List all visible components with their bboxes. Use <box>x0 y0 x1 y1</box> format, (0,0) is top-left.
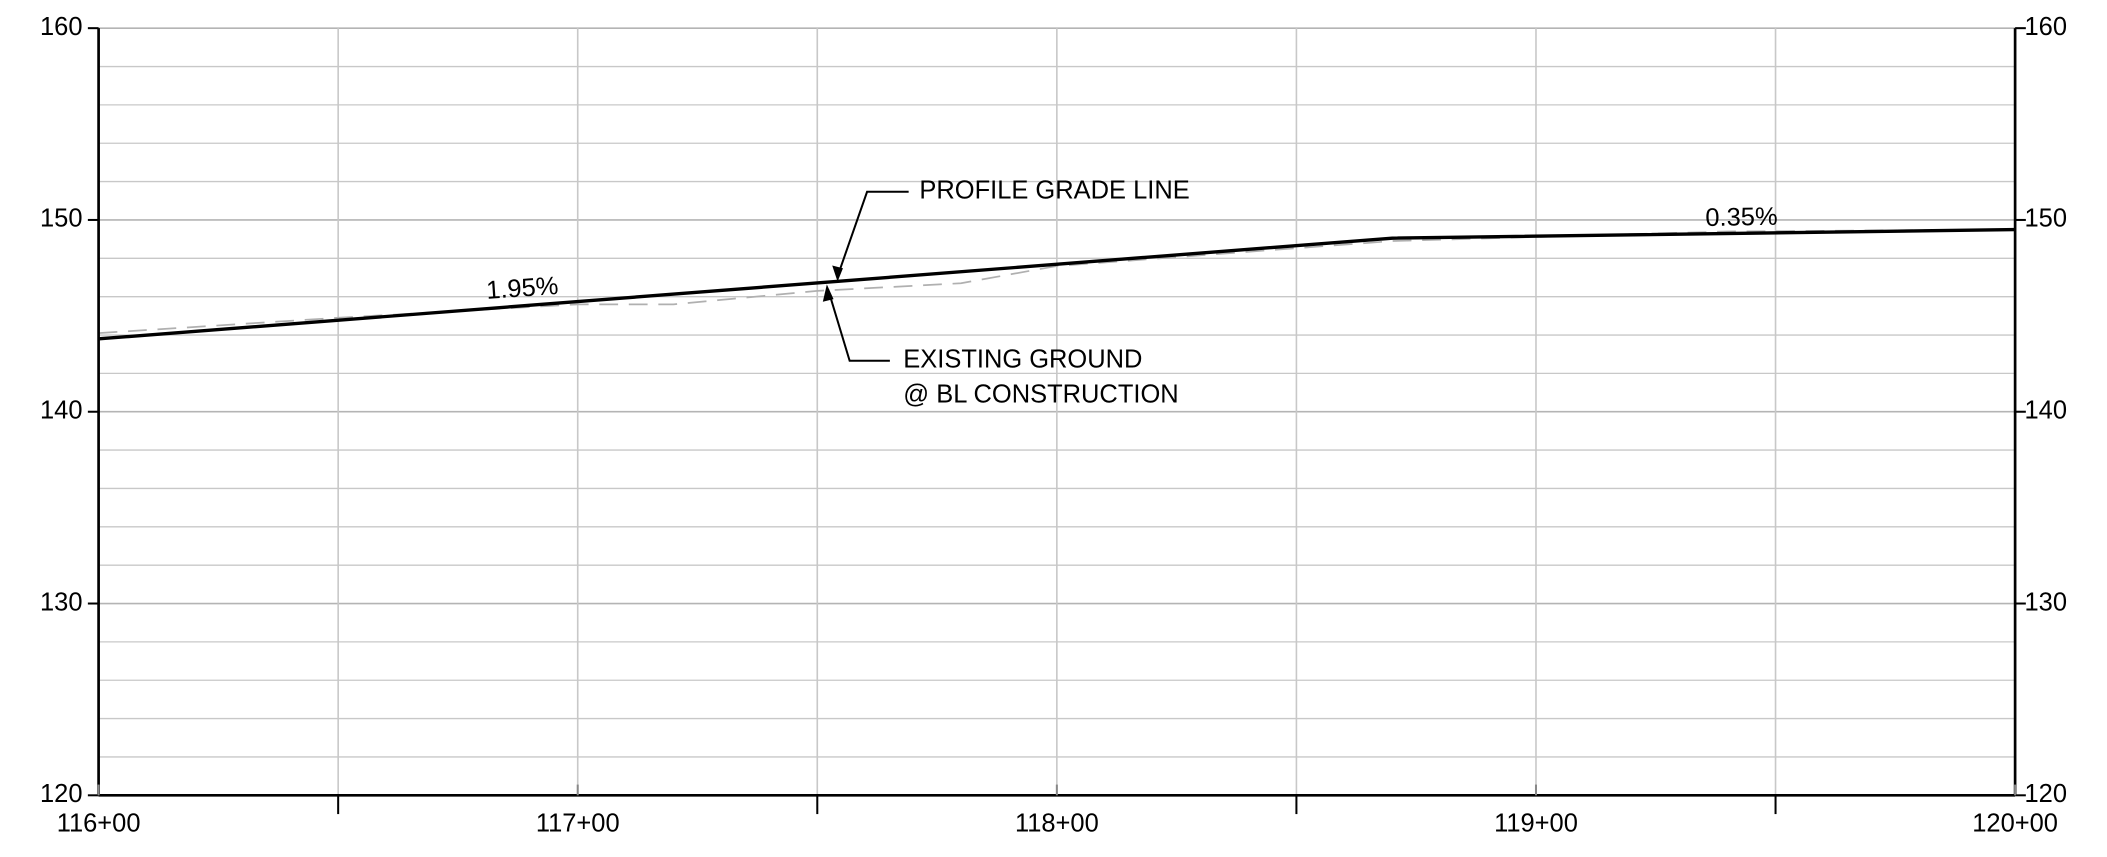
leader <box>827 289 890 362</box>
annotation: @ BL CONSTRUCTION <box>903 380 1178 408</box>
grid <box>97 27 2016 797</box>
y-tick-label: 160 <box>40 13 83 41</box>
x-tick-label: 118+00 <box>1015 810 1099 838</box>
y2-tick-label: 140 <box>2024 396 2067 424</box>
profile-grade-line <box>98 227 2016 341</box>
arrowhead <box>822 284 834 302</box>
grade-label: 0.35% <box>1705 203 1778 232</box>
y-tick-label: 130 <box>40 588 83 616</box>
arrowhead <box>832 265 843 282</box>
y-tick-label: 140 <box>40 396 83 424</box>
x-tick-label: 119+00 <box>1494 810 1578 838</box>
x-tick-label: 117+00 <box>536 810 620 838</box>
lines <box>98 227 2016 341</box>
annotation: PROFILE GRADE LINE <box>919 177 1189 205</box>
x-tick-label: 116+00 <box>57 810 141 838</box>
y2-tick-label: 160 <box>2024 13 2067 41</box>
y-tick-label: 120 <box>40 780 83 808</box>
x-tick-label: 120+00 <box>1972 810 2058 838</box>
y2-tick-label: 130 <box>2024 588 2067 616</box>
leader <box>836 190 909 277</box>
y2-tick-label: 150 <box>2024 205 2067 233</box>
annotation: EXISTING GROUND <box>903 346 1142 374</box>
grade-label: 1.95% <box>485 272 559 305</box>
y-tick-label: 150 <box>40 205 83 233</box>
y2-tick-label: 120 <box>2024 780 2067 808</box>
